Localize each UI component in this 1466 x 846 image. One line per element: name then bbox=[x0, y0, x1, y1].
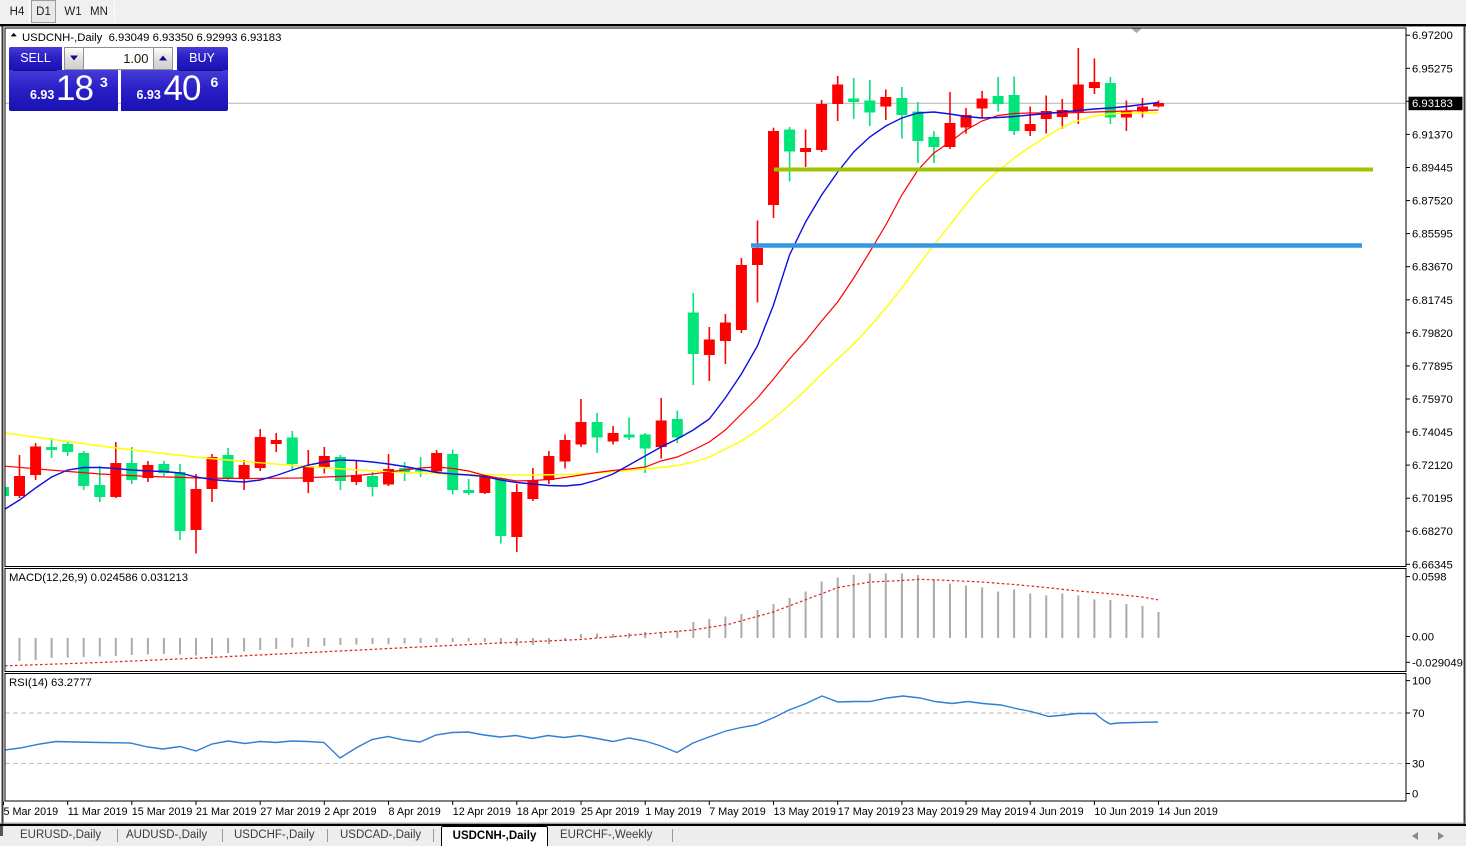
svg-text:25 Apr 2019: 25 Apr 2019 bbox=[581, 806, 639, 818]
svg-text:14 Jun 2019: 14 Jun 2019 bbox=[1159, 806, 1218, 818]
svg-text:6.97200: 6.97200 bbox=[1412, 30, 1453, 42]
svg-text:8 Apr 2019: 8 Apr 2019 bbox=[389, 806, 441, 818]
svg-text:6.66345: 6.66345 bbox=[1412, 559, 1453, 571]
svg-text:27 Mar 2019: 27 Mar 2019 bbox=[260, 806, 321, 818]
svg-text:15 Mar 2019: 15 Mar 2019 bbox=[132, 806, 193, 818]
svg-text:6.83670: 6.83670 bbox=[1412, 262, 1453, 274]
svg-text:6.91370: 6.91370 bbox=[1412, 129, 1453, 141]
svg-text:17 May 2019: 17 May 2019 bbox=[838, 806, 900, 818]
svg-text:6.72120: 6.72120 bbox=[1412, 460, 1453, 472]
svg-text:6.74045: 6.74045 bbox=[1412, 427, 1453, 439]
svg-text:6.95275: 6.95275 bbox=[1412, 63, 1453, 75]
svg-text:12 Apr 2019: 12 Apr 2019 bbox=[453, 806, 511, 818]
svg-text:-0.029049: -0.029049 bbox=[1412, 657, 1463, 669]
svg-text:0.0598: 0.0598 bbox=[1412, 572, 1447, 584]
svg-text:23 May 2019: 23 May 2019 bbox=[902, 806, 964, 818]
svg-text:21 Mar 2019: 21 Mar 2019 bbox=[196, 806, 257, 818]
svg-text:11 Mar 2019: 11 Mar 2019 bbox=[68, 806, 128, 818]
svg-text:RSI(14) 63.2777: RSI(14) 63.2777 bbox=[9, 677, 92, 689]
svg-text:6.70195: 6.70195 bbox=[1412, 493, 1453, 505]
svg-text:70: 70 bbox=[1412, 708, 1425, 720]
svg-text:6.87520: 6.87520 bbox=[1412, 196, 1453, 208]
svg-text:6.77895: 6.77895 bbox=[1412, 361, 1453, 373]
svg-text:MACD(12,26,9) 0.024586 0.03121: MACD(12,26,9) 0.024586 0.031213 bbox=[9, 572, 188, 584]
svg-text:2 Apr 2019: 2 Apr 2019 bbox=[324, 806, 376, 818]
svg-text:4 Jun 2019: 4 Jun 2019 bbox=[1030, 806, 1083, 818]
svg-text:USDCNH-,Daily 6.93049 6.93350: USDCNH-,Daily 6.93049 6.93350 6.92993 6.… bbox=[22, 32, 281, 44]
svg-text:6.89445: 6.89445 bbox=[1412, 163, 1453, 175]
svg-text:18 Apr 2019: 18 Apr 2019 bbox=[517, 806, 575, 818]
svg-text:6.81745: 6.81745 bbox=[1412, 295, 1453, 307]
svg-text:29 May 2019: 29 May 2019 bbox=[966, 806, 1028, 818]
svg-text:13 May 2019: 13 May 2019 bbox=[774, 806, 836, 818]
svg-text:7 May 2019: 7 May 2019 bbox=[709, 806, 765, 818]
svg-text:0.00: 0.00 bbox=[1412, 631, 1434, 643]
svg-text:5 Mar 2019: 5 Mar 2019 bbox=[4, 806, 59, 818]
svg-text:6.68270: 6.68270 bbox=[1412, 526, 1453, 538]
svg-text:6.85595: 6.85595 bbox=[1412, 229, 1453, 241]
svg-text:6.93183: 6.93183 bbox=[1412, 98, 1453, 110]
svg-text:10 Jun 2019: 10 Jun 2019 bbox=[1094, 806, 1153, 818]
svg-text:6.79820: 6.79820 bbox=[1412, 328, 1453, 340]
svg-text:6.75970: 6.75970 bbox=[1412, 394, 1453, 406]
svg-text:1 May 2019: 1 May 2019 bbox=[645, 806, 701, 818]
svg-text:0: 0 bbox=[1412, 789, 1418, 801]
svg-text:100: 100 bbox=[1412, 676, 1431, 688]
svg-text:30: 30 bbox=[1412, 759, 1425, 771]
